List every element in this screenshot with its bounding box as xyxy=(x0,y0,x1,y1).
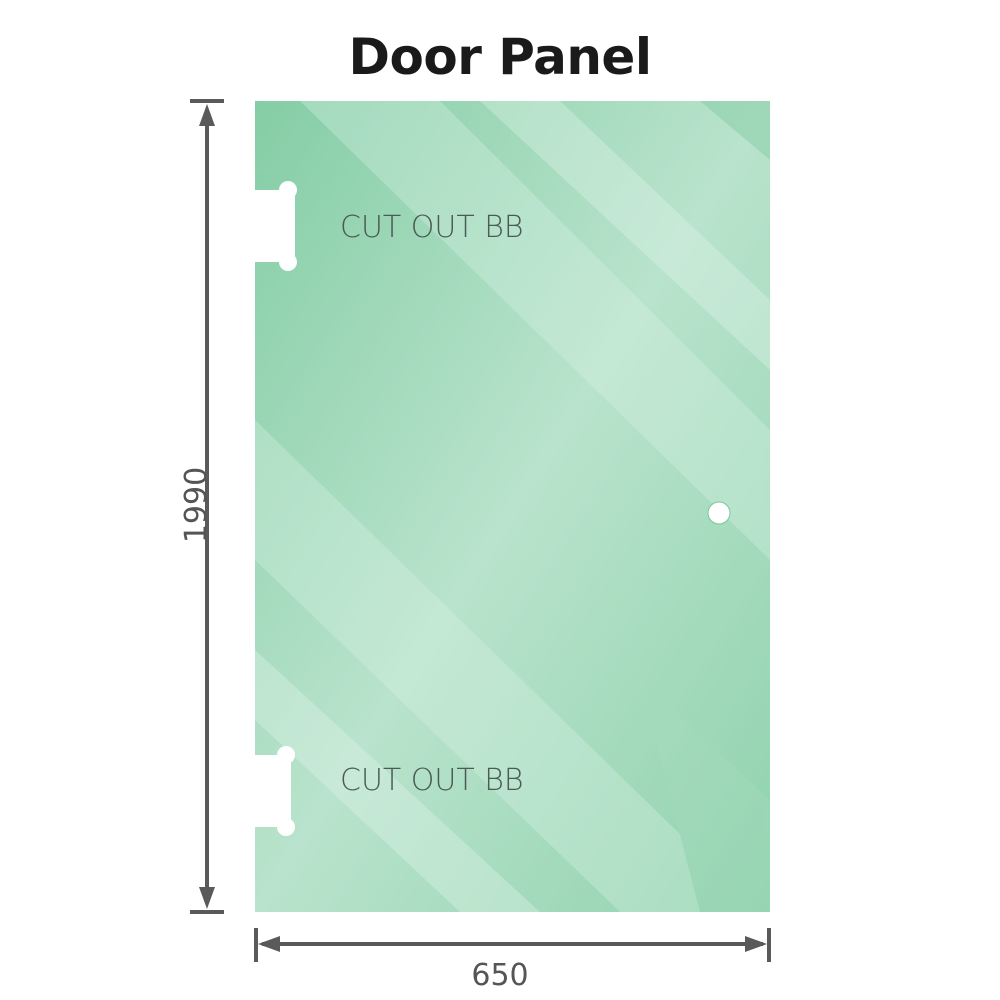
cutout-top xyxy=(255,181,297,271)
width-label: 650 xyxy=(471,958,528,993)
diagram-title: Door Panel xyxy=(348,28,652,86)
glass-panel xyxy=(255,101,770,912)
cutout-label-top: CUT OUT BB xyxy=(340,210,524,245)
height-dimension xyxy=(190,99,224,914)
cutout-label-bottom: CUT OUT BB xyxy=(340,763,524,798)
cutout-bottom xyxy=(255,746,295,836)
width-dimension xyxy=(254,928,771,962)
height-label: 1990 xyxy=(179,467,214,543)
handle-hole xyxy=(707,501,731,525)
